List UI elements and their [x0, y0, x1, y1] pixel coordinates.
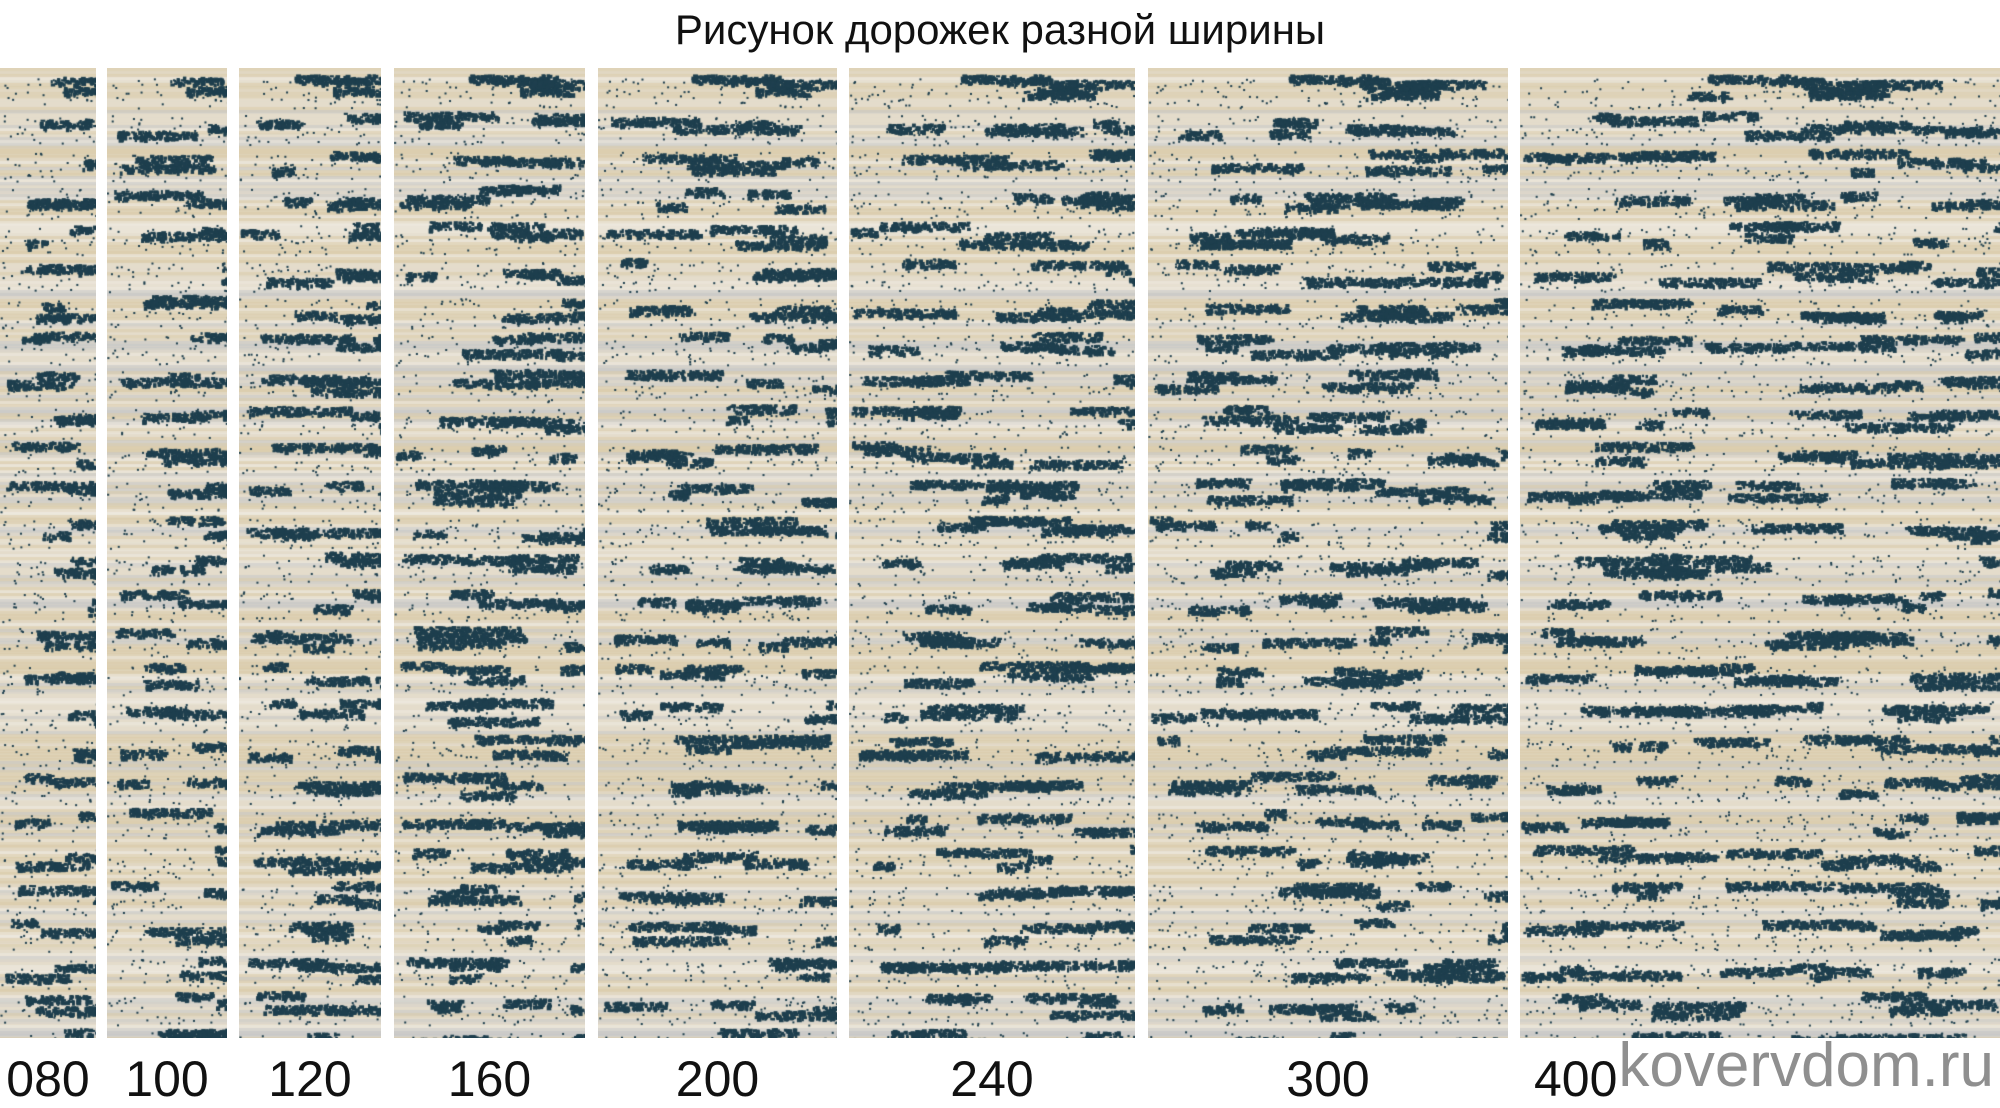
runner-pattern-240 — [849, 68, 1135, 1038]
runner-pattern-080 — [0, 68, 96, 1038]
rug-pattern-image — [849, 68, 1135, 1038]
width-label: 100 — [125, 1051, 209, 1107]
rug-pattern-image — [107, 68, 227, 1038]
rug-pattern-image — [598, 68, 837, 1038]
rug-pattern-image — [0, 68, 96, 1038]
rug-pattern-image — [1148, 68, 1508, 1038]
width-label: 400 — [1534, 1051, 1618, 1107]
width-label: 300 — [1286, 1051, 1370, 1107]
rug-pattern-image — [394, 68, 585, 1038]
width-label: 200 — [675, 1051, 760, 1107]
runner-pattern-200 — [598, 68, 837, 1038]
width-label: 160 — [447, 1051, 532, 1107]
runner-pattern-300 — [1148, 68, 1508, 1038]
runner-pattern-100 — [107, 68, 227, 1038]
watermark: kovervdom.ru — [1618, 1031, 1994, 1100]
width-label: 240 — [950, 1051, 1034, 1107]
rug-pattern-image — [1520, 68, 2000, 1038]
width-label: 080 — [6, 1051, 90, 1107]
width-label: 120 — [268, 1051, 352, 1107]
runner-pattern-160 — [394, 68, 585, 1038]
runner-pattern-120 — [239, 68, 381, 1038]
page-title: Рисунок дорожек разной ширины — [674, 6, 1326, 53]
rug-pattern-image — [239, 68, 381, 1038]
runner-pattern-400 — [1520, 68, 2000, 1038]
